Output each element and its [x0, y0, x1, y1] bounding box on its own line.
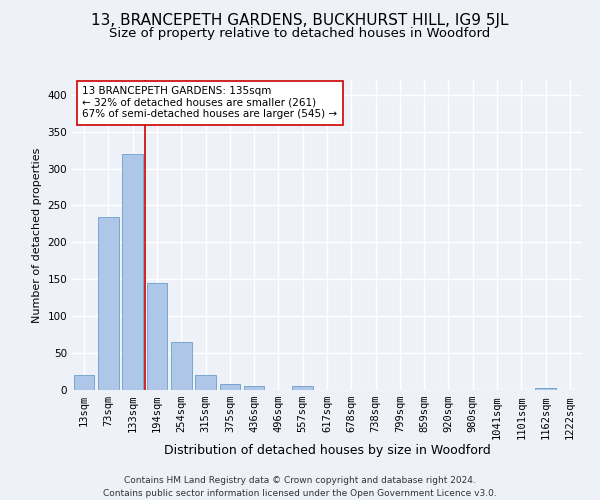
Bar — [195, 375, 216, 390]
Text: Size of property relative to detached houses in Woodford: Size of property relative to detached ho… — [109, 28, 491, 40]
Text: Contains HM Land Registry data © Crown copyright and database right 2024.
Contai: Contains HM Land Registry data © Crown c… — [103, 476, 497, 498]
Y-axis label: Number of detached properties: Number of detached properties — [32, 148, 42, 322]
Bar — [122, 154, 143, 390]
Text: 13, BRANCEPETH GARDENS, BUCKHURST HILL, IG9 5JL: 13, BRANCEPETH GARDENS, BUCKHURST HILL, … — [91, 12, 509, 28]
Bar — [98, 216, 119, 390]
Bar — [220, 384, 240, 390]
X-axis label: Distribution of detached houses by size in Woodford: Distribution of detached houses by size … — [164, 444, 490, 457]
Bar — [146, 283, 167, 390]
Bar — [292, 386, 313, 390]
Text: 13 BRANCEPETH GARDENS: 135sqm
← 32% of detached houses are smaller (261)
67% of : 13 BRANCEPETH GARDENS: 135sqm ← 32% of d… — [82, 86, 337, 120]
Bar — [244, 386, 265, 390]
Bar — [74, 375, 94, 390]
Bar — [535, 388, 556, 390]
Bar — [171, 342, 191, 390]
